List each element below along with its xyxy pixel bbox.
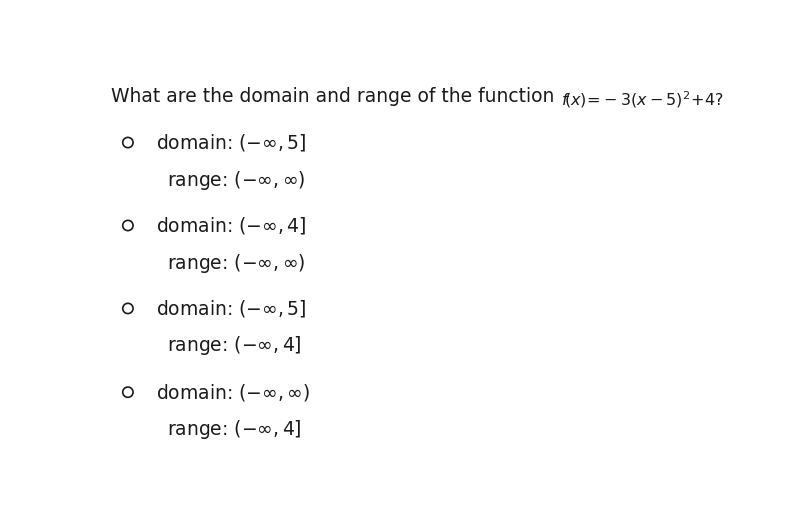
Text: domain: $(-\infty,5]$: domain: $(-\infty,5]$: [156, 298, 306, 319]
Text: What are the domain and range of the function: What are the domain and range of the fun…: [111, 87, 561, 106]
Text: range: $(-\infty,\infty)$: range: $(-\infty,\infty)$: [167, 251, 306, 274]
Text: domain: $(-\infty,5]$: domain: $(-\infty,5]$: [156, 132, 306, 153]
Text: domain: $(-\infty,4]$: domain: $(-\infty,4]$: [156, 215, 306, 236]
Text: range: $(-\infty,4]$: range: $(-\infty,4]$: [167, 418, 302, 441]
Text: $f\!(x)\!=\!-3(x-5)^2\!+\!4$?: $f\!(x)\!=\!-3(x-5)^2\!+\!4$?: [561, 89, 723, 110]
Text: range: $(-\infty,\infty)$: range: $(-\infty,\infty)$: [167, 169, 306, 191]
Text: range: $(-\infty,4]$: range: $(-\infty,4]$: [167, 334, 302, 358]
Text: domain: $(-\infty,\infty)$: domain: $(-\infty,\infty)$: [156, 382, 310, 403]
